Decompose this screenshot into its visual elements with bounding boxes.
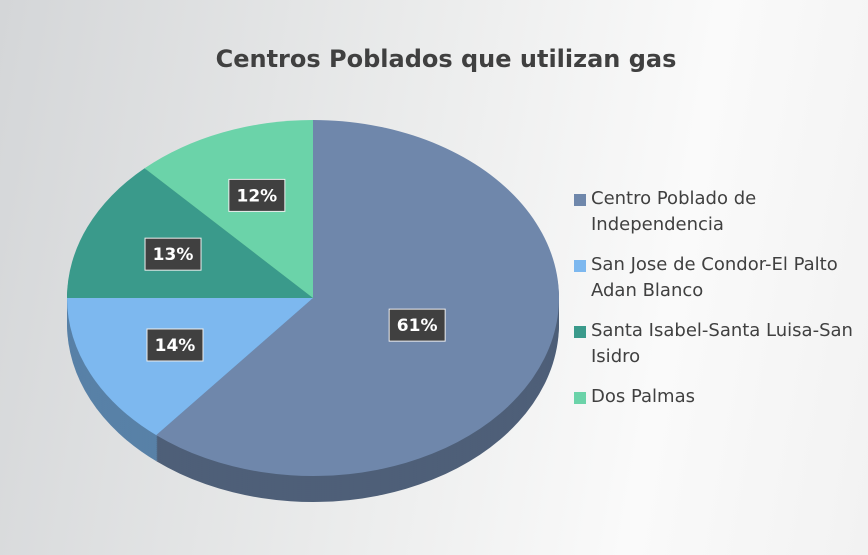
chart-title: Centros Poblados que utilizan gas [216,45,677,73]
slice [66,298,313,436]
data-label: 61% [397,316,438,336]
data-label: 12% [237,186,278,206]
legend-item: Dos Palmas [574,384,859,410]
data-label-box [144,237,202,271]
legend-swatch [574,194,586,206]
legend-item: San Jose de Condor-El Palto Adan Blanco [574,252,859,304]
data-label-box [388,308,446,342]
legend-swatch [574,260,586,272]
legend-item: Centro Poblado de Independencia [574,186,859,238]
legend-label: Centro Poblado de Independencia [591,188,757,235]
slice [156,120,559,477]
slice [67,168,313,298]
legend-swatch [574,326,586,338]
legend-label: Dos Palmas [591,386,695,407]
legend-label: Santa Isabel-Santa Luisa-San Isidro [591,320,853,367]
data-label-box [146,328,204,362]
legend: Centro Poblado de Independencia San Jose … [574,186,859,424]
data-label-box [228,178,286,212]
legend-label: San Jose de Condor-El Palto Adan Blanco [591,254,838,301]
data-label: 13% [153,245,194,265]
data-label: 14% [155,336,196,356]
legend-item: Santa Isabel-Santa Luisa-San Isidro [574,318,859,370]
legend-swatch [574,392,586,404]
